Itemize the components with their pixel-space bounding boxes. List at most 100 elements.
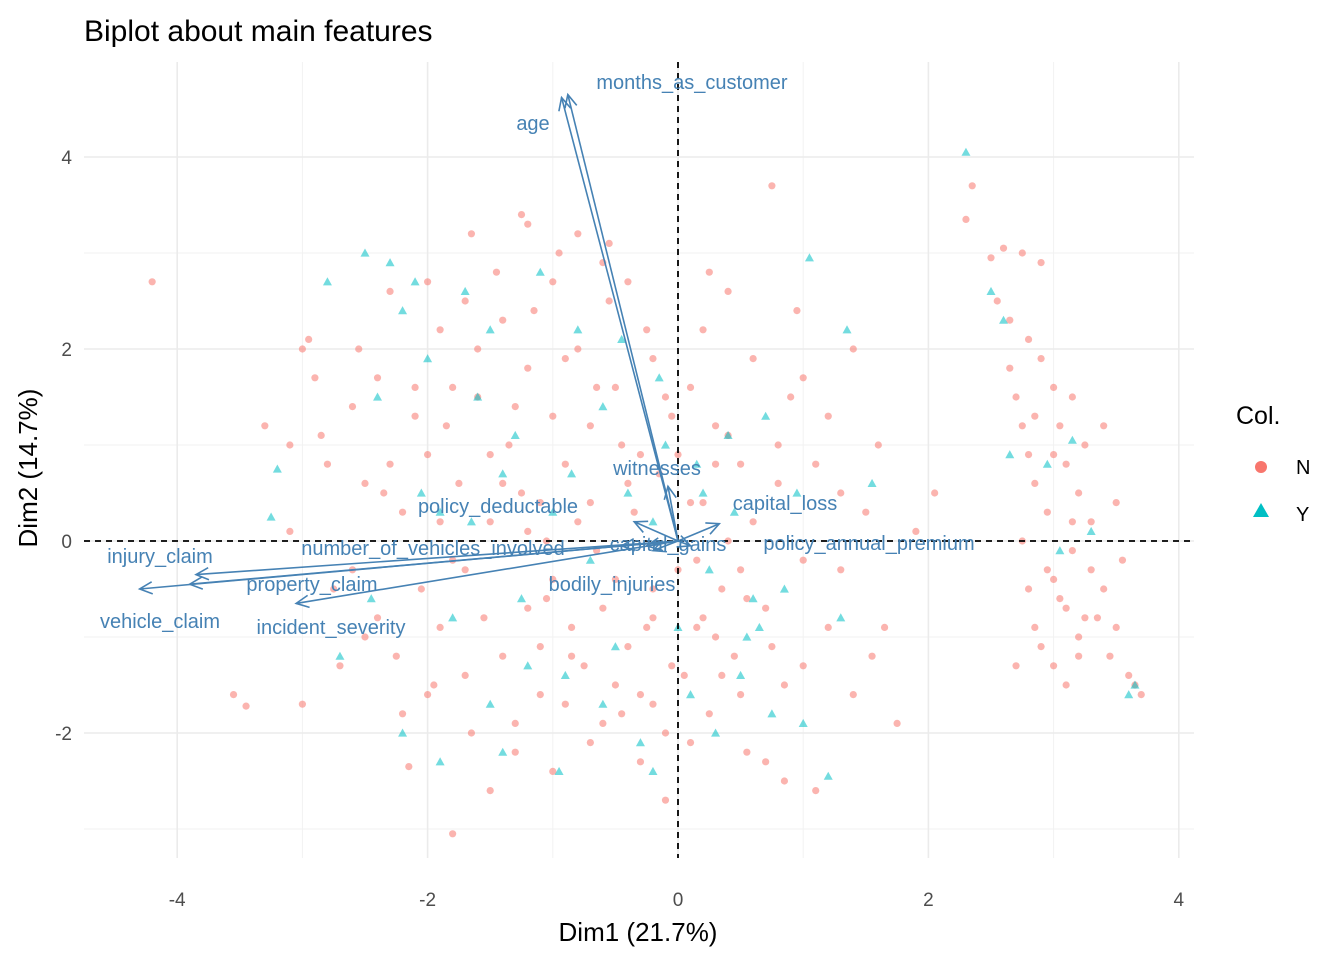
variable-arrows (137, 92, 722, 609)
point-n (1024, 585, 1033, 593)
point-n (330, 585, 338, 593)
point-n (1100, 422, 1108, 430)
point-y (498, 747, 508, 756)
arrow-capital_loss (677, 522, 720, 542)
point-n (611, 383, 620, 391)
legend-label-n: N (1296, 457, 1310, 479)
point-n (436, 326, 444, 334)
point-n (1106, 652, 1114, 660)
point-y (410, 277, 420, 286)
point-n (1100, 585, 1108, 593)
point-n (549, 412, 557, 420)
point-y (754, 622, 764, 631)
arrowhead-capital_loss (705, 522, 722, 535)
point-n (536, 643, 544, 651)
point-y (660, 440, 670, 449)
point-y (335, 651, 345, 660)
point-y (748, 594, 758, 603)
point-n (586, 422, 594, 430)
point-n (1118, 556, 1127, 564)
point-n (586, 739, 594, 747)
point-y (804, 253, 814, 262)
point-n (661, 393, 670, 401)
point-n (774, 441, 782, 449)
point-y (560, 670, 570, 679)
point-n (724, 537, 732, 545)
point-n (511, 403, 519, 411)
point-n (724, 287, 732, 295)
point-n (743, 748, 751, 756)
point-n (824, 623, 832, 632)
point-y (1124, 690, 1134, 699)
label-witnesses: witnesses (612, 458, 701, 480)
point-y (373, 392, 383, 401)
point-n (1018, 249, 1026, 257)
point-n (718, 671, 726, 680)
point-n (561, 460, 569, 468)
point-n (1062, 681, 1070, 689)
point-n (455, 479, 463, 487)
label-property_claim: property_claim (246, 574, 377, 596)
point-n (624, 479, 632, 487)
point-y (761, 411, 771, 420)
point-n (649, 614, 657, 622)
point-n (561, 355, 569, 363)
point-y (729, 507, 739, 516)
point-y (510, 430, 520, 439)
point-n (298, 345, 306, 353)
point-n (686, 739, 695, 747)
point-n (242, 702, 250, 710)
point-n (737, 566, 745, 574)
x-axis-ticks: -4 -2 0 2 4 (169, 890, 1185, 911)
point-y (573, 325, 583, 334)
point-n (743, 595, 751, 603)
point-n (968, 182, 976, 190)
point-n (718, 585, 726, 593)
point-n (1050, 662, 1058, 670)
point-n (1012, 393, 1020, 401)
point-n (649, 355, 657, 363)
arrow-months_as_customer (567, 94, 679, 542)
point-n (542, 595, 551, 603)
point-y (698, 488, 708, 497)
point-y (1055, 546, 1065, 555)
point-n (774, 479, 782, 487)
point-n (461, 671, 469, 680)
point-n (693, 623, 701, 632)
point-n (336, 662, 344, 670)
point-n (398, 710, 407, 718)
point-y (961, 147, 971, 156)
point-n (1062, 460, 1070, 468)
point-y (585, 555, 595, 564)
point-n (1068, 518, 1076, 526)
label-capital_loss: capital_loss (733, 493, 838, 515)
point-y (535, 267, 545, 276)
point-n (392, 652, 400, 660)
point-n (1031, 479, 1039, 487)
point-y (635, 738, 645, 747)
point-y (836, 613, 846, 622)
point-y (648, 766, 658, 775)
point-n (305, 335, 313, 343)
label-months_as_customer: months_as_customer (596, 72, 788, 94)
point-n (373, 614, 382, 622)
point-n (1043, 566, 1051, 574)
point-n (880, 623, 889, 632)
point-n (699, 499, 707, 507)
point-n (962, 215, 970, 223)
point-n (668, 412, 676, 420)
point-n (611, 681, 620, 689)
point-n (737, 691, 745, 699)
point-n (868, 652, 876, 660)
point-n (661, 729, 670, 737)
point-n (555, 249, 563, 257)
arrow-policy_deductable (633, 521, 679, 542)
point-y (779, 584, 789, 593)
point-y (360, 248, 370, 257)
point-n (686, 383, 695, 391)
point-y (999, 315, 1009, 324)
point-n (711, 633, 720, 641)
point-y (266, 512, 276, 521)
point-y (366, 594, 376, 603)
